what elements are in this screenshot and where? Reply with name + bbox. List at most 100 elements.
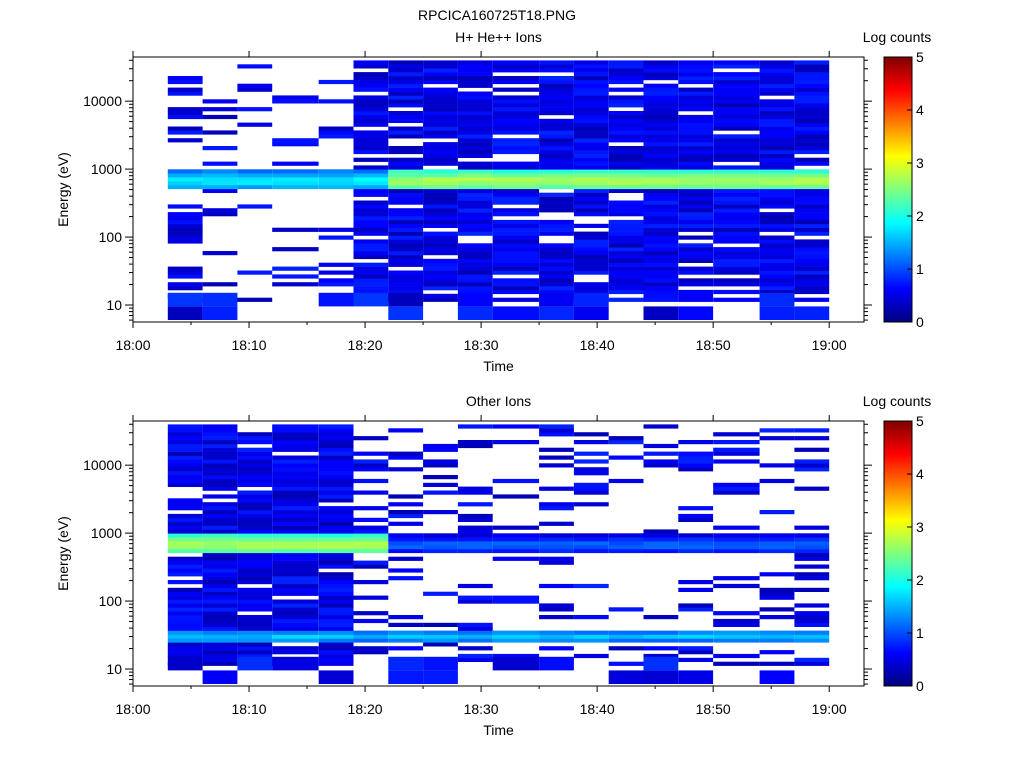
heatmap-cell (713, 440, 760, 445)
heatmap-cell (573, 87, 609, 92)
heatmap-cell (202, 212, 238, 217)
heatmap-cell (423, 126, 458, 131)
heatmap-cell (353, 630, 389, 635)
heatmap-cell (353, 564, 389, 569)
heatmap-cell (573, 76, 609, 81)
heatmap-cell (237, 502, 273, 507)
heatmap-cell (353, 618, 389, 624)
heatmap-cell (353, 289, 389, 295)
heatmap-cell (272, 494, 319, 499)
heatmap-cell (713, 634, 760, 639)
heatmap-cell (713, 107, 760, 112)
heatmap-cell (794, 564, 830, 569)
heatmap-cell (643, 95, 679, 100)
heatmap-cell (492, 181, 540, 186)
heatmap-cell (713, 297, 760, 302)
heatmap-cell (457, 545, 493, 550)
heatmap-cell (678, 122, 714, 127)
heatmap-cell (643, 529, 679, 534)
heatmap-cell (794, 95, 830, 100)
heatmap-cell (457, 262, 493, 267)
heatmap-cell (353, 506, 389, 511)
heatmap-cell (318, 177, 354, 182)
heatmap-cell (492, 87, 540, 92)
heatmap-cell (794, 297, 830, 302)
heatmap-cell (678, 548, 714, 554)
heatmap-cell (423, 173, 458, 178)
heatmap-cell (272, 502, 319, 507)
x-tick-label: 18:50 (696, 337, 731, 353)
heatmap-cell (388, 146, 424, 151)
heatmap-cell (794, 548, 830, 554)
heatmap-cell (573, 282, 609, 287)
heatmap-cell (457, 424, 493, 429)
heatmap-cell (713, 60, 760, 65)
heatmap-cell (388, 219, 424, 225)
heatmap-cell (457, 223, 493, 228)
heatmap-cell (457, 216, 493, 221)
heatmap-cell (539, 184, 574, 190)
heatmap-cell (608, 537, 644, 542)
heatmap-cell (423, 204, 458, 209)
heatmap-cell (713, 149, 760, 155)
heatmap-cell (678, 243, 714, 248)
heatmap-cell (759, 595, 795, 600)
heatmap-cell (318, 646, 354, 651)
heatmap-cell (457, 188, 493, 193)
heatmap-cell (794, 118, 830, 123)
heatmap-cell (713, 533, 760, 538)
heatmap-cell (539, 91, 574, 96)
heatmap-cell (759, 219, 795, 225)
heatmap-cell (573, 638, 609, 643)
heatmap-cell (794, 231, 830, 236)
heatmap-cell (759, 478, 795, 484)
heatmap-cell (237, 525, 273, 530)
heatmap-cell (794, 212, 830, 217)
heatmap-cell (794, 138, 830, 143)
heatmap-cell (457, 99, 493, 104)
heatmap-cell (643, 91, 679, 96)
heatmap-cell (272, 138, 319, 143)
heatmap-cell (457, 153, 493, 158)
heatmap-cell (237, 603, 273, 608)
heatmap-cell (272, 432, 319, 437)
heatmap-cell (202, 568, 238, 573)
heatmap-cell (318, 513, 354, 519)
heatmap-cell (202, 306, 238, 320)
heatmap-cell (643, 293, 679, 298)
heatmap-cell (539, 243, 574, 248)
heatmap-cell (643, 72, 679, 77)
heatmap-cell (608, 297, 644, 302)
heatmap-cell (539, 204, 574, 209)
heatmap-cell (388, 258, 424, 263)
heatmap-cell (492, 537, 540, 542)
heatmap-cell (608, 153, 644, 158)
heatmap-cell (678, 646, 714, 651)
heatmap-cell (167, 270, 203, 275)
heatmap-cell (272, 525, 319, 530)
heatmap-cell (643, 656, 679, 671)
heatmap-cell (608, 161, 644, 166)
heatmap-cell (492, 251, 540, 256)
heatmap-cell (167, 440, 203, 445)
heatmap-cell (318, 467, 354, 472)
heatmap-cell (713, 169, 760, 174)
heatmap-cell (353, 219, 389, 225)
heatmap-cell (492, 595, 540, 600)
heatmap-cell (388, 114, 424, 120)
heatmap-cell (573, 306, 609, 320)
heatmap-cell (202, 428, 238, 433)
heatmap-cell (794, 289, 830, 295)
heatmap-cell (573, 134, 609, 139)
heatmap-cell (573, 286, 609, 291)
heatmap-cell (237, 482, 273, 487)
heatmap-cell (759, 161, 795, 166)
heatmap-cell (573, 634, 609, 639)
heatmap-cell (318, 576, 354, 581)
heatmap-cell (457, 126, 493, 131)
heatmap-cell (608, 95, 644, 100)
heatmap-cell (608, 607, 644, 612)
heatmap-cell (759, 274, 795, 279)
heatmap-cell (167, 447, 203, 452)
x-tick-label: 18:00 (115, 337, 150, 353)
